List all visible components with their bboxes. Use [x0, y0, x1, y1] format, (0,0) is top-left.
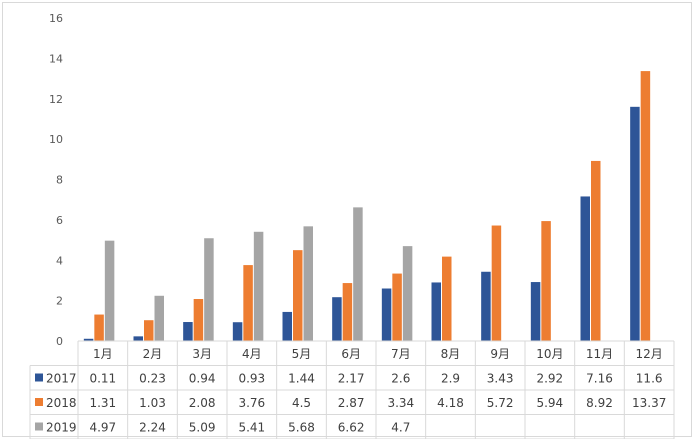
y-tick-label-8: 8: [56, 174, 63, 187]
data-label-2018-6: 2.87: [338, 396, 365, 410]
category-label-8: 8月: [441, 347, 461, 361]
category-label-12: 12月: [636, 347, 663, 361]
data-label-2018-12: 13.37: [632, 396, 666, 410]
bar-2019-2月: [154, 295, 164, 341]
bar-2019-3月: [204, 238, 214, 341]
bar-2018-10月: [541, 221, 551, 341]
bar-2017-9月: [481, 271, 491, 341]
data-label-2018-10: 5.94: [536, 396, 563, 410]
data-label-2019-6: 6.62: [338, 421, 365, 435]
data-label-2017-7: 2.6: [391, 372, 410, 386]
bar-2018-8月: [442, 256, 452, 341]
y-tick-label-12: 12: [49, 93, 63, 106]
data-label-2019-7: 4.7: [391, 421, 410, 435]
y-tick-label-10: 10: [49, 133, 63, 146]
bar-2018-3月: [193, 299, 204, 341]
legend-key-2017: [35, 373, 43, 382]
data-label-2017-11: 7.16: [586, 372, 613, 386]
legend-label-2017: 2017: [46, 372, 77, 386]
data-label-2019-4: 5.41: [238, 421, 265, 435]
category-label-5: 5月: [292, 347, 312, 361]
y-tick-label-6: 6: [56, 214, 63, 227]
category-label-7: 7月: [391, 347, 411, 361]
legend-label-2018: 2018: [46, 396, 77, 410]
bar-2019-6月: [353, 207, 363, 341]
bar-2017-2月: [133, 336, 143, 341]
bar-2017-6月: [332, 297, 342, 341]
category-label-3: 3月: [192, 347, 212, 361]
bar-2019-5月: [303, 226, 313, 341]
bar-2017-8月: [431, 282, 441, 341]
bar-2017-4月: [232, 322, 243, 341]
data-label-2017-12: 11.6: [636, 372, 663, 386]
category-label-9: 9月: [490, 347, 510, 361]
data-label-2017-10: 2.92: [536, 372, 563, 386]
data-label-2018-11: 8.92: [586, 396, 613, 410]
bar-2018-7月: [392, 273, 402, 341]
bar-2018-6月: [342, 283, 353, 341]
legend-key-2018: [35, 398, 43, 406]
data-label-2017-9: 3.43: [487, 372, 514, 386]
data-label-2018-1: 1.31: [89, 396, 116, 410]
data-label-2017-8: 2.9: [441, 372, 460, 386]
category-label-11: 11月: [586, 347, 613, 361]
data-label-2018-2: 1.03: [139, 396, 166, 410]
data-label-2019-1: 4.97: [89, 421, 116, 435]
bar-2017-3月: [183, 322, 193, 341]
legend-key-2019: [35, 422, 43, 431]
data-label-2017-4: 0.93: [238, 372, 265, 386]
legend-label-2019: 2019: [46, 421, 77, 435]
data-label-2018-9: 5.72: [487, 396, 514, 410]
bar-2017-10月: [530, 282, 541, 341]
y-tick-label-4: 4: [56, 254, 63, 267]
bar-2019-4月: [253, 231, 264, 341]
data-label-2019-5: 5.68: [288, 421, 315, 435]
bar-2018-1月: [94, 314, 104, 341]
data-label-2017-3: 0.94: [189, 372, 216, 386]
category-label-4: 4月: [242, 347, 262, 361]
y-tick-label-0: 0: [56, 335, 63, 348]
category-label-2: 2月: [143, 347, 163, 361]
data-label-2019-3: 5.09: [189, 421, 216, 435]
bar-2018-4月: [243, 265, 253, 341]
category-label-6: 6月: [341, 347, 361, 361]
data-label-2017-6: 2.17: [338, 372, 365, 386]
data-label-2017-1: 0.11: [89, 372, 116, 386]
bar-2018-11月: [591, 160, 601, 341]
bar-2018-2月: [144, 320, 154, 341]
category-label-1: 1月: [93, 347, 113, 361]
data-label-2018-3: 2.08: [189, 396, 216, 410]
data-label-2017-5: 1.44: [288, 372, 315, 386]
bar-2019-1月: [104, 240, 115, 341]
bar-2018-12月: [640, 71, 651, 341]
data-label-2019-2: 2.24: [139, 421, 166, 435]
data-label-2018-8: 4.18: [437, 396, 464, 410]
bar-2019-7月: [402, 246, 413, 341]
data-label-2018-7: 3.34: [387, 396, 414, 410]
data-label-2018-4: 3.76: [238, 396, 265, 410]
data-label-2017-2: 0.23: [139, 372, 166, 386]
bar-2017-7月: [381, 288, 392, 341]
data-label-2018-5: 4.5: [292, 396, 311, 410]
bar-2017-1月: [83, 338, 94, 341]
bar-2017-12月: [630, 106, 640, 341]
y-tick-label-16: 16: [49, 12, 63, 25]
bar-2017-11月: [580, 196, 590, 341]
y-tick-label-14: 14: [49, 52, 63, 65]
bar-2018-5月: [293, 250, 303, 341]
y-tick-label-2: 2: [56, 295, 63, 308]
bar-2017-5月: [282, 311, 292, 341]
category-label-10: 10月: [536, 347, 563, 361]
bar-2018-9月: [491, 225, 502, 341]
